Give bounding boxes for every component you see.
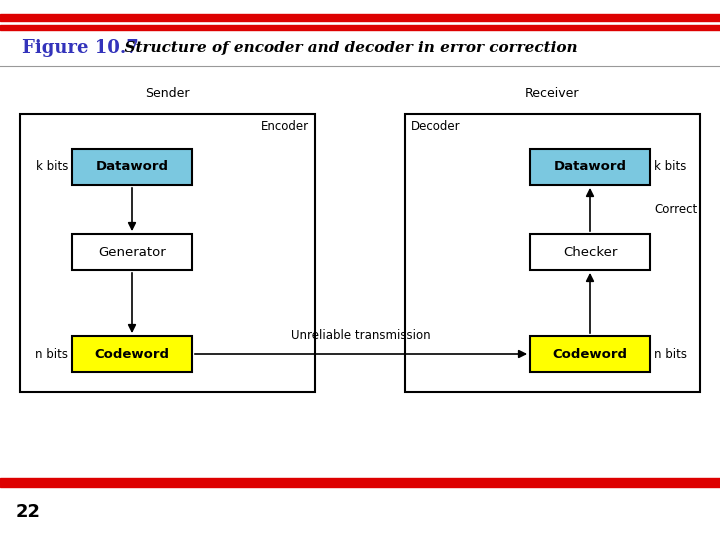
Text: Encoder: Encoder — [261, 120, 309, 133]
Bar — [530, 336, 650, 372]
Text: n bits: n bits — [654, 348, 687, 361]
Text: Sender: Sender — [145, 87, 190, 100]
Bar — [0, 25, 720, 30]
Text: 22: 22 — [16, 503, 41, 521]
Text: Receiver: Receiver — [526, 87, 580, 100]
Text: Figure 10.7: Figure 10.7 — [22, 39, 139, 57]
Text: Correct: Correct — [654, 203, 697, 216]
Text: k bits: k bits — [654, 160, 686, 173]
Text: Codeword: Codeword — [94, 348, 169, 361]
Bar — [530, 234, 650, 270]
Bar — [72, 149, 192, 185]
Text: Checker: Checker — [563, 246, 617, 259]
Bar — [0, 482, 720, 487]
Text: Unreliable transmission: Unreliable transmission — [291, 329, 431, 342]
Bar — [72, 234, 192, 270]
Bar — [72, 336, 192, 372]
Bar — [20, 114, 315, 392]
Text: Decoder: Decoder — [411, 120, 461, 133]
Bar — [0, 478, 720, 484]
Text: Dataword: Dataword — [96, 160, 168, 173]
Text: n bits: n bits — [35, 348, 68, 361]
Text: Structure of encoder and decoder in error correction: Structure of encoder and decoder in erro… — [114, 41, 577, 55]
Text: Codeword: Codeword — [552, 348, 628, 361]
Text: Dataword: Dataword — [554, 160, 626, 173]
Bar — [405, 114, 700, 392]
Bar — [530, 149, 650, 185]
Bar — [0, 14, 720, 21]
Text: k bits: k bits — [35, 160, 68, 173]
Text: Generator: Generator — [98, 246, 166, 259]
